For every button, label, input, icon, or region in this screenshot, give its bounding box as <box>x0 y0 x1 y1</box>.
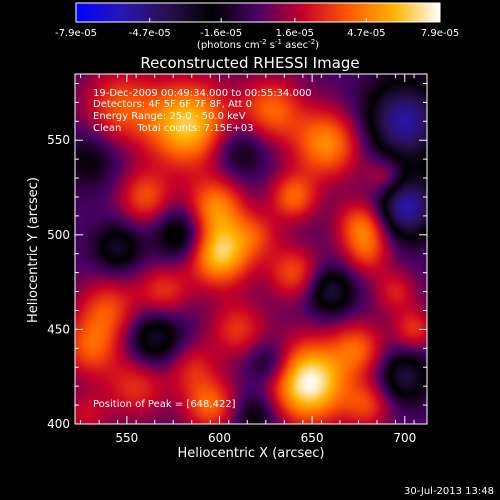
x-tick-label: 700 <box>393 431 416 445</box>
y-tick-label: 400 <box>47 417 70 431</box>
plot-frame <box>74 73 428 425</box>
colorbar-tick-labels: -7.9e-05 -4.7e-05 -1.6e-05 1.6e-05 4.7e-05 7.… <box>55 28 459 39</box>
colorbar-tick-label: 7.9e-05 <box>421 28 459 39</box>
y-tick-labels: 400 450 500 550 <box>47 133 70 431</box>
colorbar-tick-label: -7.9e-05 <box>55 28 97 39</box>
x-tick-label: 600 <box>208 431 231 445</box>
annotation-detectors: Detectors: 4F 5F 6F 7F 8F, Att 0 <box>93 99 252 110</box>
footer-timestamp: 30-Jul-2013 13:48 <box>404 486 494 497</box>
x-axis-label: Heliocentric X (arcsec) <box>178 446 325 461</box>
colorbar-ticks <box>75 18 441 22</box>
chart-title: Reconstructed RHESSI Image <box>140 54 359 72</box>
colorbar: -7.9e-05 -4.7e-05 -1.6e-05 1.6e-05 4.7e-05 7.… <box>55 2 459 51</box>
y-tick-label: 500 <box>47 228 70 242</box>
annotations: 19-Dec-2009 00:49:34.000 to 00:55:34.000… <box>93 88 312 410</box>
colorbar-tick-label: -4.7e-05 <box>129 28 171 39</box>
axis-ticks <box>75 74 427 425</box>
colorbar-gradient <box>75 2 441 23</box>
colorbar-tick-label: 1.6e-05 <box>276 28 314 39</box>
x-tick-labels: 550 600 650 700 <box>115 431 416 445</box>
annotation-energy-range: Energy Range: 25.0 - 50.0 keV <box>93 111 246 122</box>
x-tick-label: 550 <box>115 431 138 445</box>
y-tick-label: 450 <box>47 322 70 336</box>
x-tick-label: 650 <box>301 431 324 445</box>
y-axis-label: Heliocentric Y (arcsec) <box>26 177 41 323</box>
colorbar-tick-label: -1.6e-05 <box>200 28 242 39</box>
y-tick-label: 550 <box>47 133 70 147</box>
annotation-total-counts: Clean Total counts: 7.15E+03 <box>93 123 253 134</box>
colorbar-tick-label: 4.7e-05 <box>347 28 385 39</box>
colorbar-unit-label: (photons cm-2 s-1 asec-2) <box>197 38 319 51</box>
peak-position-label: Position of Peak = [648,422] <box>93 399 236 410</box>
annotation-time-range: 19-Dec-2009 00:49:34.000 to 00:55:34.000 <box>93 88 312 99</box>
